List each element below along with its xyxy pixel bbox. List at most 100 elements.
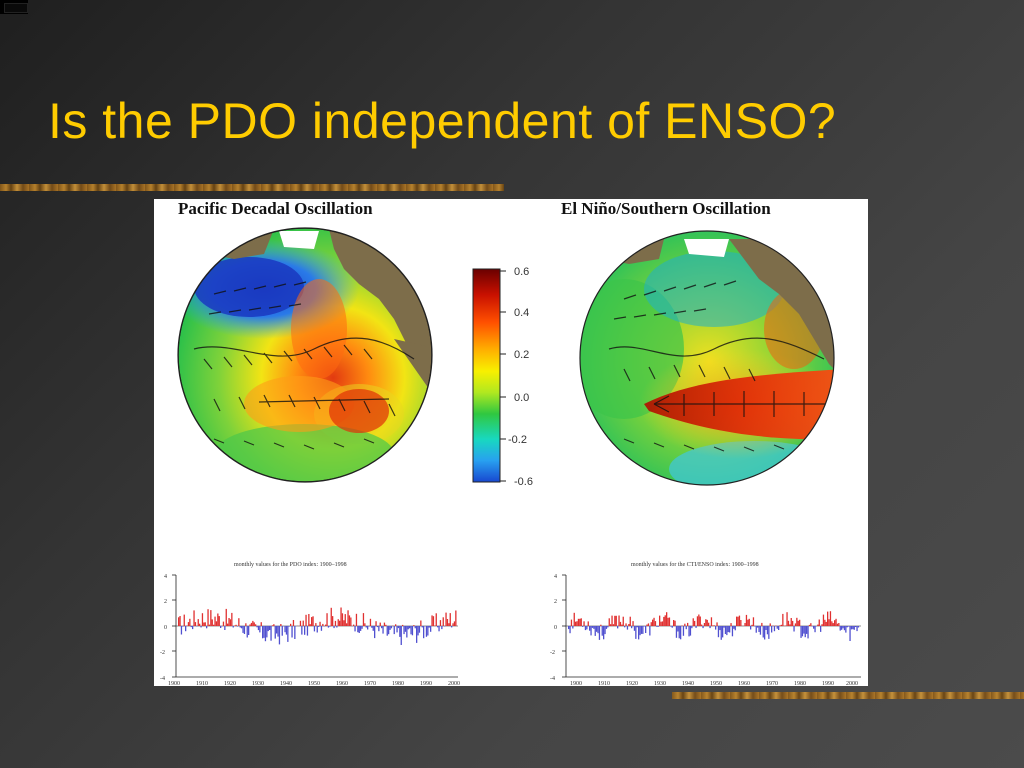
- index-bar: [796, 617, 798, 626]
- index-bar: [740, 620, 742, 626]
- enso-index-bars: [568, 611, 860, 641]
- index-bar: [208, 624, 211, 626]
- index-bar: [305, 614, 307, 626]
- index-bar: [292, 620, 295, 626]
- index-bar: [355, 613, 358, 626]
- index-bar: [435, 613, 437, 626]
- index-bar: [210, 610, 212, 626]
- index-bar: [828, 619, 830, 626]
- index-bar: [327, 626, 330, 628]
- index-bar: [646, 624, 648, 626]
- index-bar: [340, 607, 342, 626]
- index-bar: [313, 626, 316, 632]
- index-bar: [360, 626, 362, 631]
- index-bar: [689, 626, 692, 636]
- index-bar: [332, 616, 334, 626]
- index-bar: [576, 621, 578, 626]
- index-bar: [667, 617, 669, 626]
- index-bar: [267, 626, 269, 632]
- index-bar: [748, 618, 750, 626]
- index-bar: [228, 618, 230, 626]
- index-bar: [262, 626, 264, 639]
- index-bar: [685, 626, 687, 630]
- index-bar: [189, 618, 191, 626]
- index-bar: [660, 621, 662, 626]
- index-bar: [444, 626, 446, 627]
- index-bar: [724, 626, 727, 634]
- index-bar: [628, 624, 630, 626]
- index-bar: [431, 615, 433, 626]
- index-bar: [264, 626, 267, 642]
- index-bar: [747, 619, 749, 626]
- index-bar: [666, 612, 668, 626]
- index-bar: [624, 626, 626, 628]
- index-bar: [403, 626, 405, 635]
- index-bar: [659, 615, 661, 626]
- index-bar: [397, 626, 400, 629]
- index-bar: [674, 620, 676, 626]
- index-bar: [733, 626, 735, 629]
- svg-text:1940: 1940: [682, 681, 694, 686]
- svg-text:1920: 1920: [224, 681, 236, 686]
- index-bar: [761, 622, 763, 626]
- index-bar: [706, 619, 708, 626]
- index-bar: [413, 625, 415, 626]
- index-bar: [381, 626, 383, 629]
- pdo-panel-title: Pacific Decadal Oscillation: [178, 199, 373, 218]
- index-bar: [358, 626, 360, 633]
- index-bar: [684, 623, 686, 626]
- index-bar: [395, 624, 397, 626]
- index-bar: [729, 626, 731, 633]
- index-bar: [799, 619, 801, 626]
- index-bar: [575, 621, 577, 626]
- index-bar: [200, 626, 202, 628]
- index-bar: [790, 618, 792, 626]
- index-bar: [253, 622, 255, 626]
- svg-text:1960: 1960: [336, 681, 348, 686]
- index-bar: [821, 624, 823, 626]
- svg-text:4: 4: [554, 574, 557, 580]
- index-bar: [290, 623, 292, 626]
- index-bar: [278, 626, 281, 645]
- index-bar: [605, 626, 608, 629]
- index-bar: [211, 619, 213, 626]
- index-bar: [600, 624, 602, 626]
- index-bar: [855, 626, 857, 627]
- index-bar: [586, 626, 588, 630]
- index-bar: [811, 626, 813, 627]
- index-bar: [664, 615, 666, 626]
- index-bar: [371, 626, 373, 628]
- index-bar: [446, 619, 449, 626]
- index-bar: [206, 626, 208, 629]
- svg-text:2: 2: [554, 599, 557, 605]
- index-bar: [807, 626, 809, 639]
- svg-text:4: 4: [164, 574, 167, 580]
- index-bar: [715, 626, 717, 630]
- index-bar: [678, 626, 680, 639]
- index-bar: [428, 626, 430, 628]
- index-bar: [736, 616, 738, 626]
- index-bar: [764, 626, 766, 640]
- index-bar: [396, 626, 398, 633]
- index-bar: [234, 625, 236, 626]
- index-bar: [712, 625, 714, 626]
- index-bar: [813, 626, 815, 629]
- index-bar: [744, 623, 746, 626]
- index-bar: [365, 626, 367, 628]
- index-bar: [274, 626, 276, 639]
- index-bar: [825, 621, 827, 626]
- index-bar: [337, 619, 339, 626]
- index-bar: [385, 624, 387, 626]
- index-bar: [229, 619, 232, 626]
- index-bar: [421, 626, 423, 628]
- index-bar: [675, 626, 678, 638]
- svg-text:1960: 1960: [738, 681, 750, 686]
- index-bar: [281, 626, 283, 636]
- index-bar: [682, 626, 685, 636]
- index-bar: [243, 626, 246, 634]
- svg-text:1990: 1990: [420, 681, 432, 686]
- index-bar: [227, 623, 229, 626]
- svg-text:-4: -4: [550, 676, 555, 682]
- index-bar: [671, 626, 673, 628]
- index-bar: [612, 624, 615, 626]
